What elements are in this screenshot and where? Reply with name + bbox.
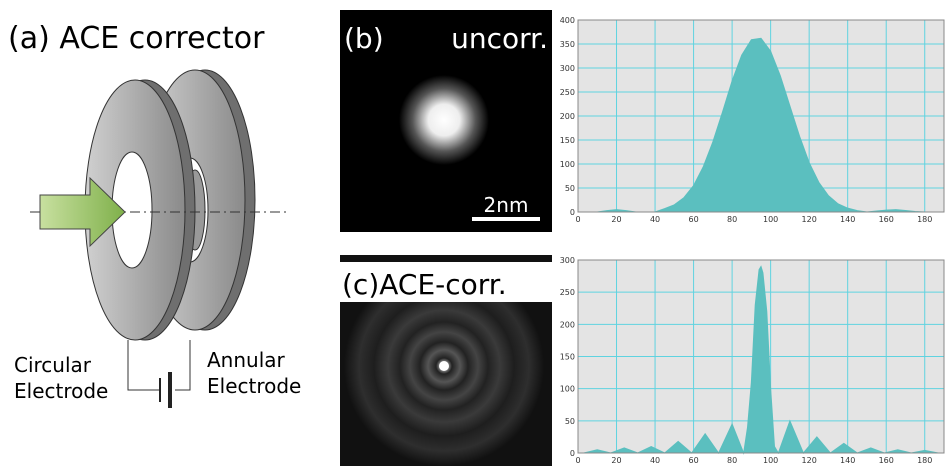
x-tick-label: 0 xyxy=(575,456,580,465)
y-tick-label: 50 xyxy=(565,184,575,193)
y-tick-label: 250 xyxy=(560,88,575,97)
x-tick-label: 60 xyxy=(688,215,698,224)
x-tick-label: 120 xyxy=(802,456,817,465)
panel-a-title: (a) ACE corrector xyxy=(8,21,265,56)
y-tick-label: 250 xyxy=(560,288,575,297)
y-tick-label: 200 xyxy=(560,320,575,329)
y-tick-label: 100 xyxy=(560,160,575,169)
y-tick-label: 0 xyxy=(570,208,575,217)
y-tick-label: 300 xyxy=(560,64,575,73)
y-tick-label: 50 xyxy=(565,417,575,426)
x-tick-label: 80 xyxy=(727,215,737,224)
y-tick-label: 150 xyxy=(560,136,575,145)
y-tick-label: 100 xyxy=(560,385,575,394)
annular-electrode-line2: Electrode xyxy=(207,374,301,398)
y-tick-label: 200 xyxy=(560,112,575,121)
panel-b-label: (b) xyxy=(344,22,384,55)
x-tick-label: 180 xyxy=(917,456,932,465)
x-tick-label: 60 xyxy=(688,456,698,465)
x-tick-label: 80 xyxy=(727,456,737,465)
x-tick-label: 20 xyxy=(611,215,621,224)
annular-electrode-line1: Annular xyxy=(207,348,286,372)
circular-electrode-line2: Electrode xyxy=(14,379,108,403)
scale-bar-label: 2nm xyxy=(484,193,529,217)
figure: (a) ACE corrector Circular Electrode Ann… xyxy=(0,0,948,466)
x-tick-label: 20 xyxy=(611,456,621,465)
x-tick-label: 180 xyxy=(917,215,932,224)
panel-c-label: (c)ACE-corr. xyxy=(342,268,507,301)
circular-electrode-line1: Circular xyxy=(14,353,92,377)
x-tick-label: 40 xyxy=(650,215,660,224)
x-tick-label: 0 xyxy=(575,215,580,224)
y-tick-label: 400 xyxy=(560,16,575,25)
panel-b-caption: uncorr. xyxy=(451,22,548,55)
x-tick-label: 40 xyxy=(650,456,660,465)
x-tick-label: 140 xyxy=(840,215,855,224)
x-tick-label: 120 xyxy=(802,215,817,224)
x-tick-label: 160 xyxy=(879,456,894,465)
x-tick-label: 140 xyxy=(840,456,855,465)
y-tick-label: 300 xyxy=(560,256,575,265)
x-tick-label: 100 xyxy=(763,456,778,465)
scale-bar xyxy=(472,217,540,221)
y-tick-label: 0 xyxy=(570,449,575,458)
spot-c xyxy=(439,361,449,371)
y-tick-label: 350 xyxy=(560,40,575,49)
spot-b xyxy=(399,75,489,165)
y-tick-label: 150 xyxy=(560,353,575,362)
x-tick-label: 160 xyxy=(879,215,894,224)
x-tick-label: 100 xyxy=(763,215,778,224)
